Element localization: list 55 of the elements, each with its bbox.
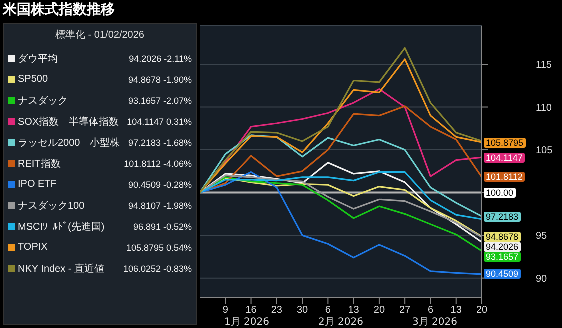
legend-label: SOX指数 半導体指数 xyxy=(18,116,120,128)
y-tick-label: 90 xyxy=(536,274,548,285)
x-tick-label: 30 xyxy=(296,305,309,316)
x-tick-label: 6 xyxy=(325,305,332,316)
text: 90.4509 -0.28% xyxy=(128,180,192,190)
data-label: 101.8112 xyxy=(484,172,525,182)
x-tick-label: 13 xyxy=(348,305,360,316)
x-tick-label: 13 xyxy=(450,305,462,316)
legend-label: SP500 xyxy=(18,74,50,85)
legend-label: ナスダック xyxy=(18,94,69,108)
data-label: 94.8678 xyxy=(484,232,521,242)
legend-label: MSCIﾜｰﾙﾄﾞ(先進国) xyxy=(18,220,106,234)
legend-title: 標準化 - 01/02/2026 xyxy=(54,28,146,42)
text: 93.1657 -2.07% xyxy=(128,96,192,106)
ref-line-label: 100.00 xyxy=(484,188,516,198)
legend-label: IPO ETF xyxy=(18,179,58,190)
legend-label: TOPIX xyxy=(18,242,49,253)
text: 1月 2026 xyxy=(224,316,270,328)
line-series xyxy=(200,134,482,218)
line-series xyxy=(200,171,482,220)
text: 105.8795 0.54% xyxy=(126,242,192,252)
data-label: 93.1657 xyxy=(484,252,521,262)
x-tick-label: 23 xyxy=(271,305,283,316)
legend-label: ダウ平均 xyxy=(18,52,59,66)
legend-label: ナスダック100 xyxy=(18,200,86,212)
data-label: 94.2026 xyxy=(484,242,521,252)
legend-label: ラッセル2000 小型株 xyxy=(18,136,122,150)
text: 2月 2026 xyxy=(318,316,364,328)
y-tick-label: 105 xyxy=(536,146,554,157)
text: 3月 2026 xyxy=(412,316,458,328)
text: 106.0252 -0.83% xyxy=(123,264,192,274)
text: 96.891 -0.52% xyxy=(133,222,192,232)
x-tick-label: 6 xyxy=(428,305,434,316)
x-tick-label: 27 xyxy=(400,305,412,316)
data-label: 105.8795 xyxy=(484,138,526,148)
x-tick-label: 20 xyxy=(476,305,488,316)
text: 94.8678 -1.90% xyxy=(128,74,192,84)
text: 104.1147 0.31% xyxy=(127,116,192,126)
y-tick-label: 115 xyxy=(536,60,552,72)
data-label: 97.2183 xyxy=(484,212,521,222)
text: 94.2026 -2.11% xyxy=(129,54,192,64)
x-tick-label: 20 xyxy=(374,305,386,316)
legend-label: REIT指数 xyxy=(18,158,62,170)
text: 米国株式指数推移 xyxy=(2,1,116,20)
legend-label: NKY Index - 直近値 xyxy=(18,262,106,276)
text: 101.8112 -4.06% xyxy=(124,158,192,168)
data-label: 90.4509 xyxy=(484,269,521,280)
y-tick-label: 110 xyxy=(536,102,552,114)
x-tick-label: 16 xyxy=(246,305,258,316)
text: 94.8107 -1.98% xyxy=(128,200,192,210)
line-series xyxy=(200,171,482,276)
data-label: 104.1147 xyxy=(484,152,525,163)
text: 97.2183 -1.68% xyxy=(128,138,192,148)
y-tick-label: 95 xyxy=(536,231,548,242)
x-tick-label: 9 xyxy=(222,305,229,316)
